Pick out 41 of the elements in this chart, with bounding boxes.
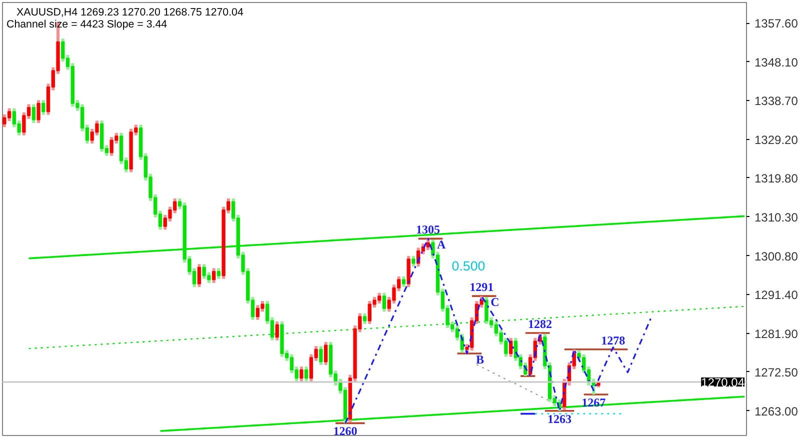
data-label: B bbox=[476, 352, 484, 366]
y-tick-label: 1300.80 bbox=[754, 249, 798, 264]
y-tick-label: 1338.70 bbox=[754, 94, 798, 108]
data-label: 1282 bbox=[528, 316, 552, 331]
y-tick-label: 1329.20 bbox=[754, 132, 798, 147]
candlestick bbox=[216, 268, 221, 279]
y-tick-label: 1357.60 bbox=[754, 16, 798, 30]
y-tick-label: 1281.90 bbox=[754, 326, 798, 341]
y-tick-label: 1319.80 bbox=[754, 171, 798, 186]
candlestick bbox=[42, 100, 46, 115]
candlestick bbox=[212, 268, 216, 283]
line-series bbox=[476, 364, 560, 407]
annotation: 0.500 bbox=[452, 258, 486, 274]
data-label: A bbox=[437, 238, 446, 252]
data-label: 1305 bbox=[416, 222, 440, 237]
data-label: 1263 bbox=[548, 412, 572, 426]
candlestick bbox=[382, 292, 386, 312]
y-tick-label: 1291.40 bbox=[754, 288, 798, 302]
y-tick-label: 1348.10 bbox=[754, 55, 798, 70]
ref-line-label: 1270.04 bbox=[701, 376, 745, 390]
candlestick bbox=[324, 342, 328, 365]
y-tick-label: 1263.00 bbox=[754, 404, 798, 418]
candlestick bbox=[304, 366, 308, 382]
chart-title: XAUUSD,H4 1269.23 1270.20 1268.75 1270.04 bbox=[16, 6, 244, 18]
candlestick bbox=[197, 264, 202, 288]
candlestick bbox=[36, 100, 40, 124]
data-label: C bbox=[490, 295, 500, 310]
candlestick bbox=[402, 276, 406, 288]
y-tick-label: 1272.50 bbox=[754, 365, 798, 380]
data-label: 1291 bbox=[470, 280, 494, 294]
text: Channel size = 4423 Slope = 3.44 bbox=[6, 18, 168, 30]
candlestick bbox=[300, 366, 304, 382]
candlestick bbox=[412, 256, 416, 267]
data-label: 1260 bbox=[333, 424, 358, 437]
line-series bbox=[344, 238, 653, 424]
y-tick-label: 1310.30 bbox=[754, 210, 798, 224]
candlestick bbox=[275, 322, 279, 340]
candlestick bbox=[362, 313, 367, 324]
candlestick bbox=[32, 104, 36, 124]
candlestick bbox=[319, 346, 323, 365]
data-label: 1278 bbox=[601, 333, 626, 348]
